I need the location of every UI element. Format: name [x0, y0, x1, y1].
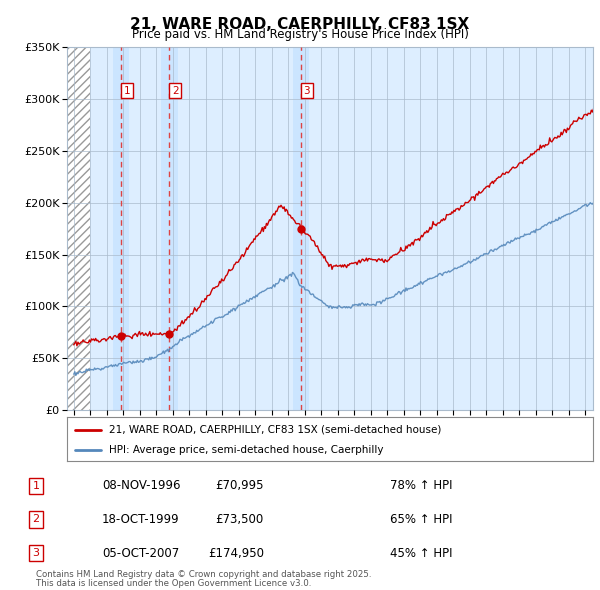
Text: 3: 3 — [32, 548, 40, 558]
Text: 1: 1 — [124, 86, 130, 96]
Text: 2: 2 — [32, 514, 40, 525]
Text: 3: 3 — [304, 86, 310, 96]
Bar — [293, 47, 309, 410]
Text: Price paid vs. HM Land Registry's House Price Index (HPI): Price paid vs. HM Land Registry's House … — [131, 28, 469, 41]
Text: £73,500: £73,500 — [216, 513, 264, 526]
Text: 18-OCT-1999: 18-OCT-1999 — [102, 513, 179, 526]
Text: 65% ↑ HPI: 65% ↑ HPI — [390, 513, 452, 526]
Text: 1: 1 — [32, 481, 40, 491]
Text: 21, WARE ROAD, CAERPHILLY, CF83 1SX (semi-detached house): 21, WARE ROAD, CAERPHILLY, CF83 1SX (sem… — [109, 425, 442, 434]
Text: £70,995: £70,995 — [215, 479, 264, 493]
Bar — [67, 47, 90, 410]
Text: 78% ↑ HPI: 78% ↑ HPI — [390, 479, 452, 493]
Text: 2: 2 — [172, 86, 179, 96]
Text: 45% ↑ HPI: 45% ↑ HPI — [390, 546, 452, 560]
Text: 21, WARE ROAD, CAERPHILLY, CF83 1SX: 21, WARE ROAD, CAERPHILLY, CF83 1SX — [130, 17, 470, 31]
Text: HPI: Average price, semi-detached house, Caerphilly: HPI: Average price, semi-detached house,… — [109, 445, 384, 455]
Bar — [161, 47, 178, 410]
Text: This data is licensed under the Open Government Licence v3.0.: This data is licensed under the Open Gov… — [36, 579, 311, 588]
Text: 05-OCT-2007: 05-OCT-2007 — [102, 546, 179, 560]
Text: £174,950: £174,950 — [208, 546, 264, 560]
Text: Contains HM Land Registry data © Crown copyright and database right 2025.: Contains HM Land Registry data © Crown c… — [36, 571, 371, 579]
Bar — [113, 47, 130, 410]
Text: 08-NOV-1996: 08-NOV-1996 — [102, 479, 181, 493]
